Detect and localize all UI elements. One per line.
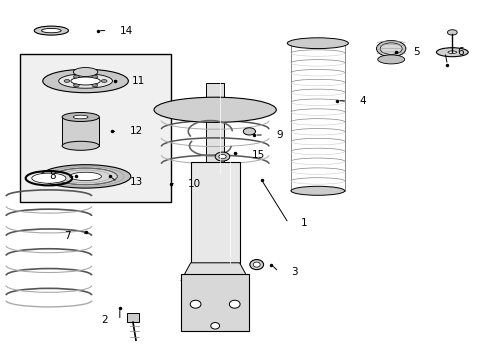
FancyBboxPatch shape <box>20 54 171 202</box>
Text: 6: 6 <box>456 47 463 57</box>
Ellipse shape <box>69 172 102 181</box>
Ellipse shape <box>62 112 99 122</box>
Ellipse shape <box>73 115 88 119</box>
Text: 13: 13 <box>129 177 142 187</box>
Bar <box>127 313 139 322</box>
Ellipse shape <box>380 43 401 54</box>
Ellipse shape <box>215 152 229 161</box>
Text: 15: 15 <box>251 150 264 160</box>
Text: 12: 12 <box>129 126 142 136</box>
Ellipse shape <box>190 300 201 308</box>
Ellipse shape <box>447 51 456 54</box>
Text: 2: 2 <box>101 315 107 325</box>
Ellipse shape <box>64 80 70 82</box>
Ellipse shape <box>229 300 240 308</box>
Ellipse shape <box>40 165 130 188</box>
Ellipse shape <box>243 128 255 135</box>
Text: 8: 8 <box>49 171 56 181</box>
Ellipse shape <box>219 154 225 159</box>
Ellipse shape <box>59 74 112 88</box>
Text: 10: 10 <box>188 179 201 189</box>
Ellipse shape <box>32 173 66 183</box>
Ellipse shape <box>73 75 79 78</box>
Ellipse shape <box>101 80 107 82</box>
Ellipse shape <box>447 30 456 35</box>
Ellipse shape <box>54 168 117 185</box>
Ellipse shape <box>62 141 99 150</box>
Ellipse shape <box>73 68 98 77</box>
Text: 11: 11 <box>132 76 145 86</box>
Ellipse shape <box>290 186 344 195</box>
Ellipse shape <box>377 55 404 64</box>
Ellipse shape <box>92 84 98 87</box>
Ellipse shape <box>154 97 276 122</box>
Ellipse shape <box>249 260 263 270</box>
Text: 3: 3 <box>290 267 297 277</box>
Bar <box>190 162 239 263</box>
Ellipse shape <box>34 26 68 35</box>
Ellipse shape <box>71 77 100 85</box>
Ellipse shape <box>92 75 98 78</box>
Ellipse shape <box>43 69 128 93</box>
Ellipse shape <box>436 48 468 57</box>
Ellipse shape <box>253 262 260 267</box>
Text: 4: 4 <box>359 96 366 106</box>
Ellipse shape <box>210 323 219 329</box>
Ellipse shape <box>287 38 347 49</box>
Bar <box>206 83 224 173</box>
Bar <box>62 117 99 146</box>
Text: 5: 5 <box>412 47 419 57</box>
Text: 9: 9 <box>276 130 283 140</box>
Ellipse shape <box>41 28 61 33</box>
Bar <box>181 274 249 331</box>
Text: 7: 7 <box>64 231 71 241</box>
Polygon shape <box>181 263 249 281</box>
Text: 14: 14 <box>120 26 133 36</box>
Text: 1: 1 <box>300 218 307 228</box>
Ellipse shape <box>73 84 79 87</box>
Ellipse shape <box>376 41 405 57</box>
